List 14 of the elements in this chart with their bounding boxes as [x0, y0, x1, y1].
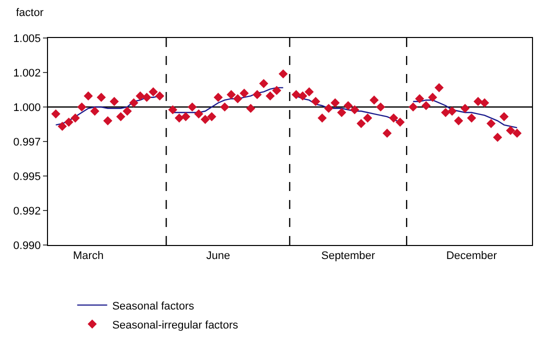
y-tick-label: 0.992: [13, 205, 41, 218]
y-tick-label: 1.002: [13, 67, 41, 80]
y-axis-title: factor: [16, 7, 44, 19]
x-tick-label: March: [73, 250, 104, 262]
x-tick-label: June: [206, 250, 230, 262]
y-tick-label: 0.997: [13, 136, 41, 148]
y-tick-label: 0.995: [13, 170, 41, 183]
y-tick-label: 0.990: [13, 240, 41, 252]
y-tick-label: 1.005: [13, 32, 41, 45]
legend-label: Seasonal factors: [112, 300, 195, 312]
y-tick-label: 1.000: [13, 102, 41, 114]
x-tick-label: September: [321, 250, 376, 262]
legend-label: Seasonal-irregular factors: [112, 319, 239, 332]
x-tick-label: December: [446, 250, 498, 262]
